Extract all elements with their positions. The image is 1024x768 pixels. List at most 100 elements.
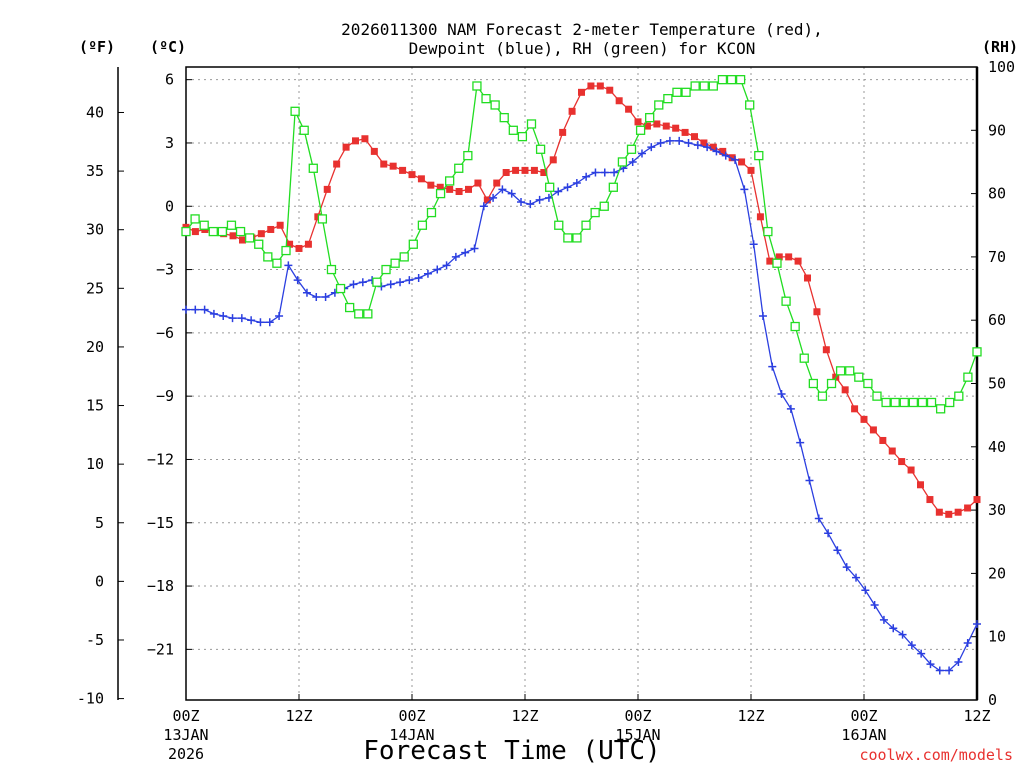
rh-point xyxy=(345,302,355,313)
series-dewpoint xyxy=(182,136,981,675)
dewpoint-point xyxy=(200,305,209,314)
rh-point xyxy=(235,226,246,237)
rh-point xyxy=(290,106,300,116)
date-tick-label: 15JAN xyxy=(615,726,660,744)
temperature-point xyxy=(446,185,454,193)
dewpoint-point xyxy=(963,639,972,648)
temperature-point xyxy=(389,162,397,170)
dewpoint-point xyxy=(405,276,414,285)
celsius-axis-unit: (ºC) xyxy=(150,38,186,56)
celsius-tick-label: −12 xyxy=(147,450,174,468)
x-axis-label: Forecast Time (UTC) xyxy=(363,736,660,766)
temperature-point xyxy=(785,253,793,261)
rh-point xyxy=(563,233,573,243)
rh-point xyxy=(881,397,891,408)
temperature-point xyxy=(465,185,472,193)
dewpoint-point xyxy=(349,280,358,289)
rh-point xyxy=(535,144,546,154)
dewpoint-point xyxy=(498,185,507,194)
rh-tick-label: 0 xyxy=(988,691,997,709)
rh-point xyxy=(226,220,237,230)
dewpoint-point xyxy=(219,311,228,320)
rh-point xyxy=(181,226,191,237)
date-tick-label: 14JAN xyxy=(389,726,434,744)
dewpoint-point xyxy=(517,198,526,207)
temperature-point xyxy=(342,143,350,151)
dewpoint-point xyxy=(842,563,851,572)
rh-point xyxy=(781,296,791,306)
rh-axis-unit: (RH) xyxy=(982,38,1018,56)
rh-point xyxy=(554,220,564,230)
rh-point xyxy=(717,75,728,85)
dewpoint-point xyxy=(852,573,861,582)
rh-point xyxy=(254,239,264,249)
temperature-point xyxy=(361,135,369,143)
dewpoint-point xyxy=(833,546,842,555)
rh-point xyxy=(481,94,491,104)
dewpoint-point xyxy=(600,168,609,177)
dewpoint-point xyxy=(721,151,730,160)
dewpoint-point xyxy=(302,288,311,297)
fahrenheit-tick-label: 25 xyxy=(86,279,104,297)
dewpoint-point xyxy=(712,147,721,156)
dewpoint-point xyxy=(758,311,767,320)
rh-tick-label: 90 xyxy=(988,121,1006,139)
rh-point xyxy=(899,397,909,408)
temperature-point xyxy=(841,386,849,394)
chart-title-line2: Dewpoint (blue), RH (green) for KCON xyxy=(409,39,756,58)
temperature-point xyxy=(728,154,736,162)
dewpoint-point xyxy=(926,660,935,669)
dewpoint-point xyxy=(423,269,432,278)
temperature-point xyxy=(898,458,906,466)
celsius-tick-label: −18 xyxy=(147,577,174,595)
temperature-point xyxy=(587,82,595,90)
temperature-point xyxy=(568,107,576,115)
rh-point xyxy=(617,157,628,167)
rh-point xyxy=(590,207,600,218)
temperature-point xyxy=(455,187,463,195)
dewpoint-point xyxy=(433,265,442,274)
temperature-point xyxy=(917,481,924,489)
temperature-point xyxy=(352,137,359,145)
fahrenheit-tick-label: 20 xyxy=(86,338,104,356)
rh-point xyxy=(935,404,946,414)
dewpoint-point xyxy=(237,314,246,323)
time-tick-label: 00Z xyxy=(624,707,651,725)
rh-point xyxy=(854,372,864,382)
rh-point xyxy=(308,163,318,173)
fahrenheit-tick-label: 35 xyxy=(86,162,104,180)
celsius-tick-label: −21 xyxy=(147,640,174,658)
dewpoint-point xyxy=(228,314,237,323)
temperature-point xyxy=(304,240,312,248)
temperature-point xyxy=(681,128,689,136)
rh-point xyxy=(954,391,964,401)
rh-point xyxy=(972,347,982,357)
dewpoint-point xyxy=(656,138,665,147)
rh-point xyxy=(963,372,973,382)
dewpoint-point xyxy=(414,274,423,282)
rh-point xyxy=(445,176,455,186)
rh-point xyxy=(217,226,228,237)
rh-point xyxy=(390,258,400,268)
year-tick-label: 2026 xyxy=(168,745,204,763)
rh-point xyxy=(608,182,618,192)
dewpoint-point xyxy=(191,305,200,314)
temperature-point xyxy=(954,508,962,516)
dewpoint-point xyxy=(740,185,749,194)
dewpoint-point xyxy=(582,172,591,181)
temperature-point xyxy=(474,179,482,187)
temperature-point xyxy=(756,213,764,221)
rh-tick-label: 40 xyxy=(988,438,1006,456)
dewpoint-point xyxy=(461,248,470,257)
rh-point xyxy=(863,378,873,389)
rh-point xyxy=(490,100,500,110)
temperature-point xyxy=(973,496,981,504)
fahrenheit-tick-label: 0 xyxy=(95,572,104,590)
dewpoint-point xyxy=(293,276,302,285)
dewpoint-point xyxy=(563,183,572,192)
rh-point xyxy=(326,264,337,275)
temperature-point xyxy=(493,179,501,187)
rh-point xyxy=(545,182,555,192)
rh-point xyxy=(335,283,346,294)
